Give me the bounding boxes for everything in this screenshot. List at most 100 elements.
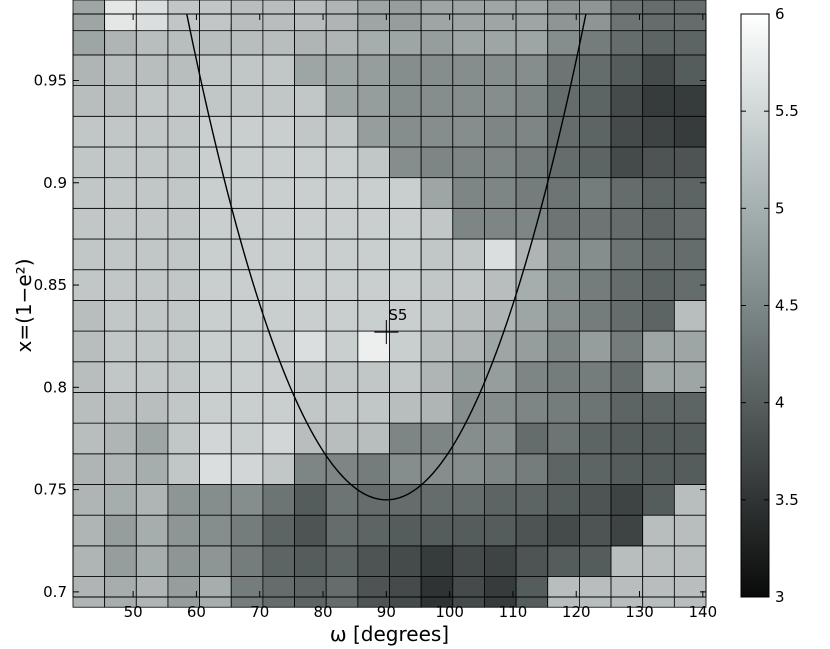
heatmap-cell <box>357 576 390 608</box>
heatmap-cell <box>610 177 644 209</box>
heatmap-cell <box>389 514 422 547</box>
heatmap-cell <box>294 54 327 86</box>
y-axis-ticks: 0.7 0.75 0.8 0.85 0.9 0.95 <box>34 71 706 601</box>
heatmap-cell <box>135 207 169 240</box>
heatmap-cell <box>579 514 612 547</box>
heatmap-cell <box>167 514 200 547</box>
heatmap-cell <box>389 422 422 455</box>
heatmap-cell <box>452 514 485 547</box>
heatmap-cell <box>230 54 264 86</box>
heatmap-cell <box>579 545 612 577</box>
heatmap-cell <box>673 484 707 516</box>
heatmap-cell <box>294 85 327 117</box>
heatmap-cell <box>484 54 517 86</box>
heatmap-cell <box>420 361 454 393</box>
y-tick-label: 0.7 <box>43 583 67 601</box>
heatmap-cell <box>484 177 517 209</box>
heatmap-cell <box>389 0 422 32</box>
y-tick-label: 0.85 <box>34 276 67 294</box>
heatmap-cell <box>452 54 485 86</box>
heatmap-cell <box>610 422 644 455</box>
heatmap-cell <box>262 146 295 179</box>
heatmap-cell <box>72 0 106 32</box>
heatmap-cell <box>262 484 295 516</box>
heatmap-cell <box>135 422 169 455</box>
heatmap-cell <box>167 330 200 363</box>
heatmap-cell <box>325 361 359 393</box>
heatmap-cell <box>294 115 327 148</box>
heatmap-cell <box>673 0 707 32</box>
heatmap-cell <box>104 422 137 455</box>
heatmap-cell <box>579 269 612 301</box>
heatmap-cell <box>420 330 454 363</box>
heatmap-cell <box>484 330 517 363</box>
heatmap-cell <box>325 146 359 179</box>
heatmap-cell <box>167 453 200 485</box>
heatmap-cell <box>135 576 169 608</box>
heatmap-cell <box>262 576 295 608</box>
heatmap-cell <box>420 207 454 240</box>
heatmap-cell <box>484 299 517 332</box>
heatmap-cell <box>104 484 137 516</box>
heatmap-cell <box>547 422 580 455</box>
y-tick-label: 0.75 <box>34 481 67 499</box>
annotation-label: S5 <box>388 306 407 324</box>
heatmap-cell <box>72 422 106 455</box>
heatmap-cell <box>357 54 390 86</box>
heatmap-cell <box>420 484 454 516</box>
heatmap-cell <box>420 0 454 32</box>
heatmap-cell <box>547 330 580 363</box>
heatmap-cell <box>104 330 137 363</box>
heatmap-cell <box>484 115 517 148</box>
heatmap-cell <box>484 484 517 516</box>
heatmap-cell <box>452 484 485 516</box>
heatmap-cell <box>199 392 232 424</box>
heatmap-cell <box>230 269 264 301</box>
heatmap-cell <box>452 238 485 271</box>
heatmap-cell <box>325 269 359 301</box>
heatmap-cell <box>357 422 390 455</box>
heatmap-cell <box>610 269 644 301</box>
colorbar-ticks: 3 3.5 4 4.5 5 5.5 6 <box>741 5 799 606</box>
heatmap-cell <box>135 299 169 332</box>
heatmap-cell <box>135 177 169 209</box>
heatmap-cell <box>642 177 675 209</box>
heatmap-cell <box>357 453 390 485</box>
heatmap-cell <box>135 514 169 547</box>
heatmap-cell <box>484 422 517 455</box>
heatmap-cell <box>230 361 264 393</box>
heatmap-cell <box>104 514 137 547</box>
heatmap-cell <box>230 177 264 209</box>
heatmap-cell <box>199 146 232 179</box>
heatmap-cell <box>642 54 675 86</box>
heatmap-cell <box>294 0 327 32</box>
heatmap-cell <box>515 0 549 32</box>
heatmap-cell <box>484 238 517 271</box>
heatmap-cell <box>72 238 106 271</box>
heatmap-cell <box>294 545 327 577</box>
heatmap-cell <box>484 392 517 424</box>
heatmap-cell <box>199 422 232 455</box>
heatmap-cell <box>673 115 707 148</box>
heatmap-cell <box>452 545 485 577</box>
heatmap-cell <box>294 177 327 209</box>
heatmap-cell <box>547 484 580 516</box>
heatmap-cell <box>167 54 200 86</box>
heatmap-cell <box>104 545 137 577</box>
heatmap-cell <box>579 238 612 271</box>
heatmap-cell <box>610 238 644 271</box>
heatmap-cell <box>610 0 644 32</box>
heatmap-cell <box>389 207 422 240</box>
heatmap-cell <box>262 269 295 301</box>
heatmap-cell <box>294 269 327 301</box>
heatmap-cell <box>515 85 549 117</box>
heatmap-cell <box>230 545 264 577</box>
x-tick-label: 140 <box>689 603 718 621</box>
heatmap-cell <box>135 146 169 179</box>
heatmap-cell <box>389 115 422 148</box>
heatmap-cell <box>325 54 359 86</box>
heatmap-cell <box>294 207 327 240</box>
heatmap-cell <box>230 299 264 332</box>
heatmap-cell <box>294 514 327 547</box>
heatmap-cell <box>167 146 200 179</box>
